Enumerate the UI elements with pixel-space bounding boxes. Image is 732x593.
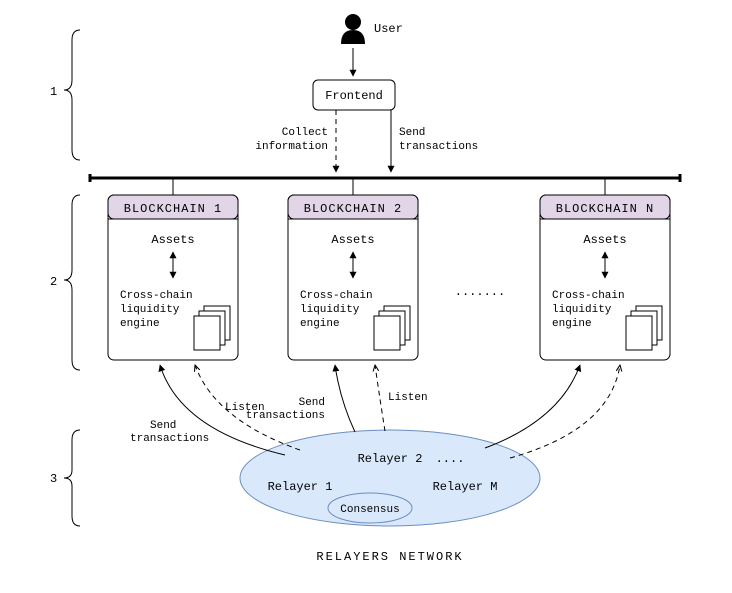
brace-2	[64, 195, 80, 370]
section-number-2: 2	[50, 275, 57, 289]
relayer-dots: ....	[436, 452, 465, 466]
bc1-eng2: liquidity	[120, 304, 180, 316]
blockchain-1: BLOCKCHAIN 1 Assets Cross-chain liquidit…	[108, 195, 238, 360]
architecture-diagram: 1 2 3 User Frontend Collect information …	[0, 0, 732, 593]
frontend-label: Frontend	[325, 89, 383, 103]
send-label-1: Send	[399, 127, 425, 139]
collect-label-2: information	[255, 141, 328, 153]
bc2-eng1: Cross-chain	[300, 290, 373, 302]
send-bc2-l1: Send	[299, 397, 325, 409]
consensus-label: Consensus	[340, 504, 399, 516]
relayers-network-label: RELAYERS NETWORK	[316, 550, 463, 564]
bc2-eng3: engine	[300, 318, 340, 330]
relayer-1: Relayer 1	[268, 480, 333, 494]
bc1-title: BLOCKCHAIN 1	[124, 202, 222, 216]
relayer-m: Relayer M	[433, 480, 498, 494]
arrow-listen-bc2	[375, 365, 385, 431]
brace-3	[64, 430, 80, 526]
send-bc1-l1: Send	[150, 420, 176, 432]
bc2-assets: Assets	[331, 233, 374, 247]
bcn-eng2: liquidity	[552, 304, 612, 316]
send-label-2: transactions	[399, 141, 478, 153]
pages-icon	[194, 306, 230, 350]
bc1-eng3: engine	[120, 318, 160, 330]
bc1-assets: Assets	[151, 233, 194, 247]
pages-icon	[626, 306, 662, 350]
arrow-send-bc2	[335, 365, 355, 432]
user-label: User	[374, 22, 403, 36]
collect-label-1: Collect	[282, 127, 328, 139]
blockchain-n: BLOCKCHAIN N Assets Cross-chain liquidit…	[540, 195, 670, 360]
bc-dots: .......	[455, 285, 505, 299]
section-number-3: 3	[50, 472, 57, 486]
bcn-title: BLOCKCHAIN N	[556, 202, 654, 216]
send-bc1-l2: transactions	[130, 433, 209, 445]
arrow-send-bcn	[485, 365, 580, 448]
bcn-eng1: Cross-chain	[552, 290, 625, 302]
blockchain-2: BLOCKCHAIN 2 Assets Cross-chain liquidit…	[288, 195, 418, 360]
bc1-eng1: Cross-chain	[120, 290, 193, 302]
bc2-title: BLOCKCHAIN 2	[304, 202, 402, 216]
listen-bc2: Listen	[388, 392, 428, 404]
pages-icon	[374, 306, 410, 350]
bc2-eng2: liquidity	[300, 304, 360, 316]
bcn-assets: Assets	[583, 233, 626, 247]
bcn-eng3: engine	[552, 318, 592, 330]
send-bc2-l2: transactions	[246, 410, 325, 422]
relayer-2: Relayer 2	[358, 452, 423, 466]
user-icon	[341, 14, 365, 44]
brace-1	[64, 30, 80, 160]
arrow-listen-bcn: Send transactions Listen	[510, 365, 620, 458]
section-number-1: 1	[50, 85, 57, 99]
